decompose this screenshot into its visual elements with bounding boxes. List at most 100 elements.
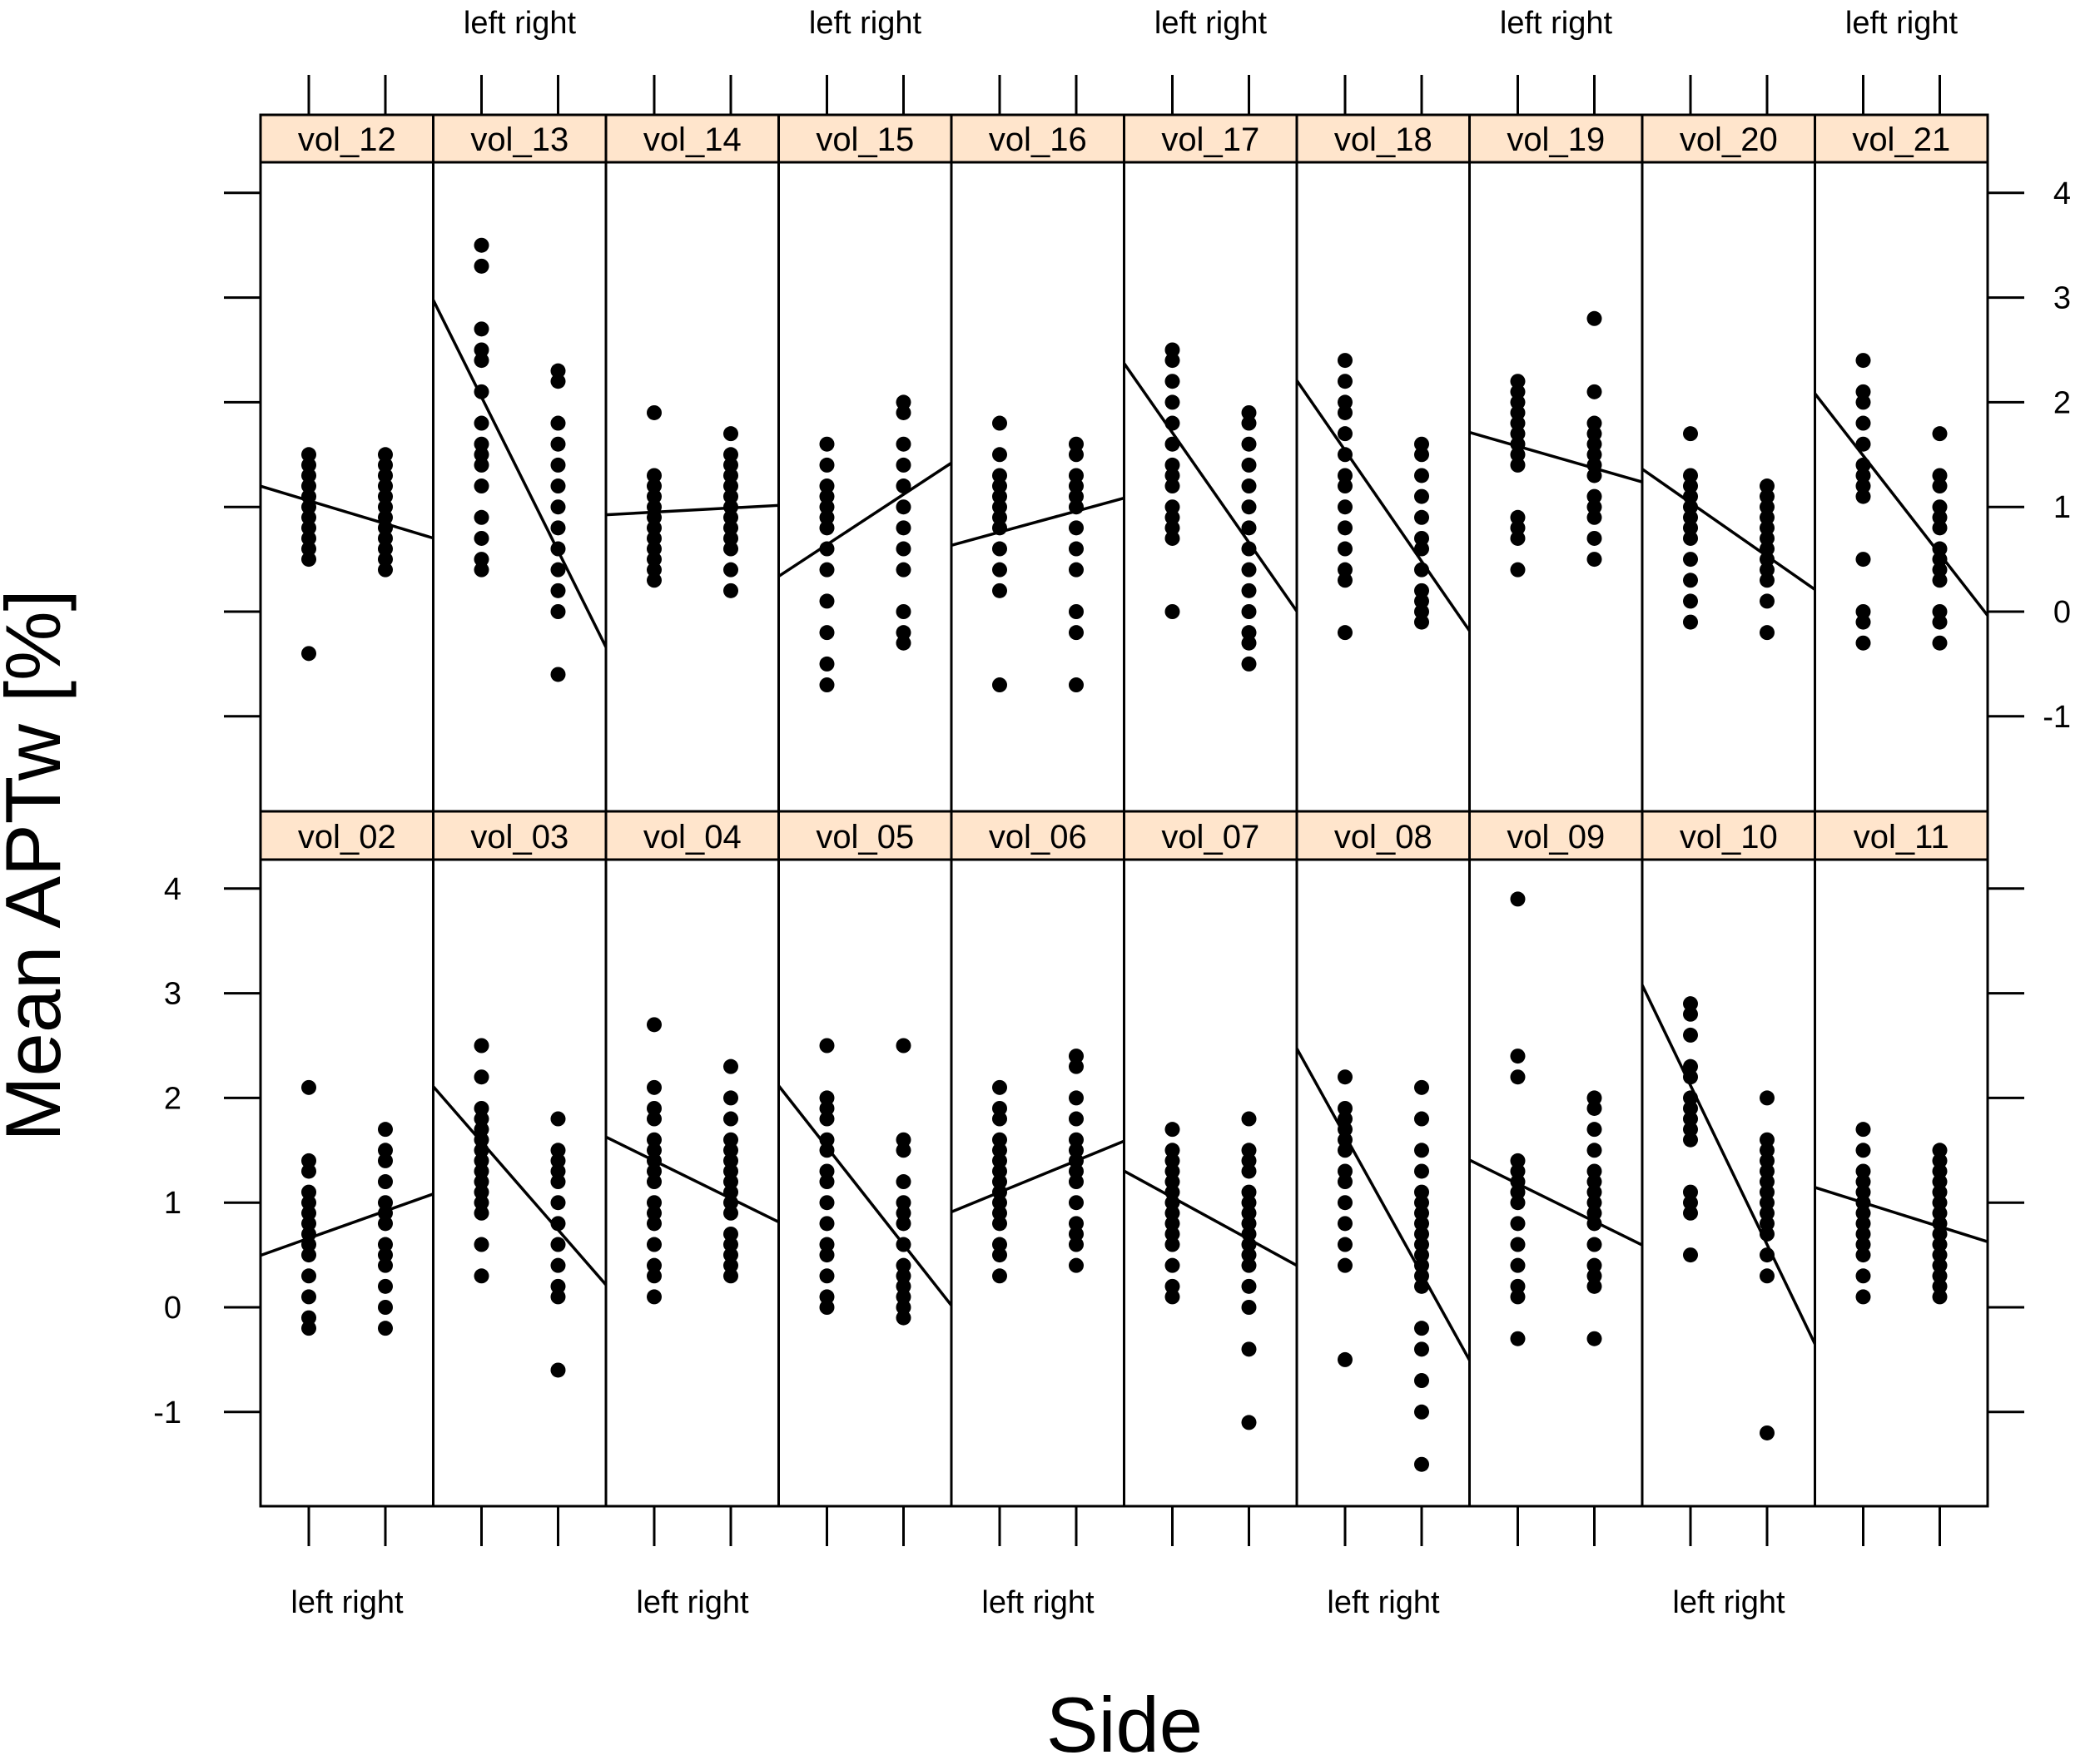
panel-frame <box>432 161 608 861</box>
data-point-left <box>301 520 316 536</box>
data-point-left <box>1164 1289 1180 1305</box>
data-point-left <box>992 1268 1007 1284</box>
data-point-right <box>1760 573 1775 588</box>
data-point-left <box>1338 1195 1353 1211</box>
data-point-right <box>1414 1163 1429 1179</box>
fit-line <box>951 496 1124 547</box>
data-point-left <box>1855 353 1871 369</box>
data-point-right <box>1586 1195 1602 1211</box>
data-point-right <box>1069 1058 1084 1074</box>
data-point-left <box>1683 426 1698 442</box>
data-point-right <box>896 520 911 536</box>
data-point-left <box>301 541 316 557</box>
panel-vol_15: vol_15 <box>777 113 953 861</box>
data-point-left <box>819 593 835 609</box>
data-point-right <box>550 1111 566 1127</box>
data-point-right <box>1586 384 1602 399</box>
data-point-right <box>896 1195 911 1211</box>
data-point-right <box>1760 1216 1775 1232</box>
data-point-right <box>896 1132 911 1148</box>
data-point-left <box>1510 457 1526 473</box>
data-point-left <box>1683 520 1698 536</box>
data-point-left <box>647 1289 662 1305</box>
data-point-left <box>1338 468 1353 483</box>
data-point-left <box>1164 1153 1180 1168</box>
data-point-right <box>1932 562 1948 578</box>
data-point-right <box>1586 552 1602 568</box>
data-point-right <box>896 1278 911 1294</box>
data-point-left <box>1683 552 1698 568</box>
data-point-right <box>896 1038 911 1054</box>
data-point-right <box>1932 1247 1948 1263</box>
data-point-right <box>1414 509 1429 525</box>
y-tick-label-left: 1 <box>164 1186 181 1221</box>
data-point-right <box>1241 499 1257 515</box>
data-point-right <box>1241 1341 1257 1357</box>
data-point-left <box>1510 1195 1526 1211</box>
panel-vol_21: vol_21 <box>1814 113 1989 861</box>
strip-vol_11 <box>1814 810 1989 861</box>
data-point-left <box>1338 1111 1353 1127</box>
data-point-left <box>1683 614 1698 630</box>
data-point-right <box>723 1143 738 1158</box>
data-point-right <box>723 1153 738 1168</box>
data-point-left <box>819 656 835 672</box>
data-point-right <box>1069 562 1084 578</box>
panel-vol_17: vol_17 <box>1123 113 1298 861</box>
data-point-right <box>1932 1205 1948 1221</box>
data-point-right <box>378 530 393 546</box>
data-point-right <box>896 436 911 452</box>
panel-frame <box>1295 161 1471 861</box>
panel-frame <box>950 858 1125 1508</box>
data-point-right <box>1760 530 1775 546</box>
data-point-left <box>301 1195 316 1211</box>
data-point-right <box>896 635 911 651</box>
data-point-right <box>378 1321 393 1336</box>
strip-vol_08 <box>1295 810 1471 861</box>
y-tick-label-right: 4 <box>2053 176 2071 211</box>
data-point-right <box>1414 1143 1429 1158</box>
data-point-left <box>301 646 316 662</box>
data-point-left <box>1683 478 1698 494</box>
data-point-right <box>1069 677 1084 693</box>
data-point-left <box>1164 342 1180 358</box>
data-point-left <box>1855 1205 1871 1221</box>
panel-vol_04: vol_04 <box>604 810 780 1508</box>
data-point-right <box>1241 1153 1257 1168</box>
data-point-left <box>474 1069 489 1085</box>
y-axis-title: Mean APTw [%] <box>0 589 77 1142</box>
data-point-right <box>723 1174 738 1190</box>
data-point-right <box>1586 436 1602 452</box>
data-point-left <box>1164 1278 1180 1294</box>
data-point-left <box>1855 394 1871 410</box>
data-point-left <box>1164 1257 1180 1273</box>
data-point-left <box>1510 1163 1526 1179</box>
data-point-left <box>647 562 662 578</box>
data-point-right <box>1414 1184 1429 1200</box>
data-point-right <box>1932 1226 1948 1242</box>
data-point-right <box>550 667 566 682</box>
panel-frame <box>1295 858 1471 1508</box>
data-point-left <box>1510 509 1526 525</box>
panel-vol_19: vol_19 <box>1468 113 1644 861</box>
data-point-left <box>1855 552 1871 568</box>
data-point-right <box>1414 604 1429 619</box>
data-point-right <box>1069 468 1084 483</box>
data-point-right <box>1241 1143 1257 1158</box>
data-point-left <box>1164 457 1180 473</box>
data-point-right <box>896 625 911 641</box>
data-point-right <box>1069 1132 1084 1148</box>
data-point-left <box>819 1237 835 1252</box>
data-point-left <box>301 468 316 483</box>
data-point-right <box>1241 562 1257 578</box>
data-point-right <box>723 1058 738 1074</box>
data-point-left <box>1338 520 1353 536</box>
data-point-left <box>647 1100 662 1116</box>
data-point-left <box>301 1079 316 1095</box>
panel-frame <box>1123 858 1298 1508</box>
data-point-left <box>1510 520 1526 536</box>
data-point-right <box>1069 478 1084 494</box>
data-point-left <box>474 1111 489 1127</box>
fit-line <box>1295 379 1471 632</box>
data-point-left <box>1683 1205 1698 1221</box>
